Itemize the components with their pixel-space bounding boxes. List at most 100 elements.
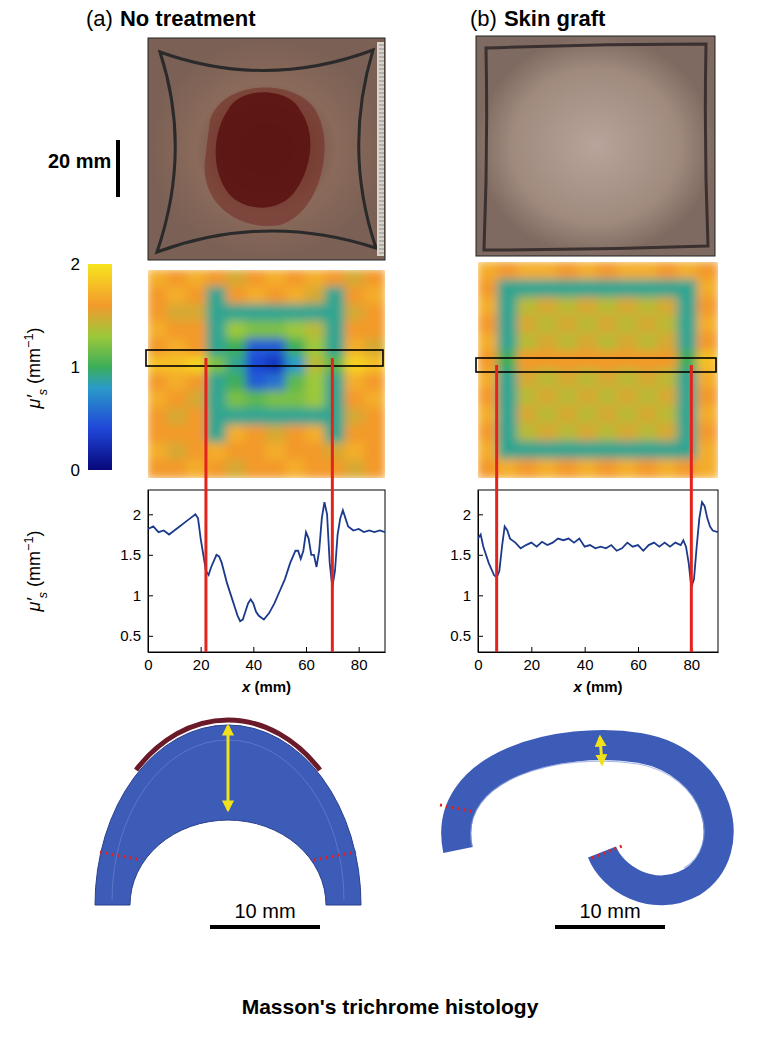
heatmap-cell <box>517 405 539 425</box>
heatmap <box>478 262 718 478</box>
label-unit: (mm <box>24 551 44 592</box>
heatmap-cell <box>226 460 248 478</box>
ruler-tick <box>379 105 384 106</box>
label-unit: (mm <box>24 348 44 389</box>
heatmap-cell <box>657 405 679 425</box>
heatmap-cell <box>305 390 327 409</box>
panel-name: No treatment <box>120 6 256 31</box>
profile-region <box>476 358 716 372</box>
heatmap-cell <box>325 373 347 392</box>
heatmap-cell <box>697 351 718 371</box>
heatmap-cell <box>325 425 347 444</box>
heatmap-cell <box>637 297 659 317</box>
ruler-tick <box>379 117 384 118</box>
y-tick-label: 2 <box>463 506 471 523</box>
heatmap-cell <box>266 286 288 305</box>
heatmap-cell <box>537 297 559 317</box>
ruler-tick <box>379 217 384 218</box>
heatmap-cell <box>617 333 639 353</box>
heatmap-cell <box>364 338 385 357</box>
ruler-tick <box>379 109 384 110</box>
x-marker <box>495 365 498 652</box>
y-tick-label: 1 <box>463 587 471 604</box>
heatmap-cell <box>597 351 619 371</box>
y-tick-mark <box>148 555 153 556</box>
section-boundary <box>592 846 622 858</box>
x-axis: 020406080 <box>144 647 385 673</box>
ruler-tick <box>379 81 384 82</box>
heatmap-cell <box>226 408 248 427</box>
ruler-tick <box>379 149 384 150</box>
heatmap-cell <box>497 459 519 478</box>
section-boundary <box>100 852 142 860</box>
heatmap-cell <box>657 333 679 353</box>
heatmap-cell <box>677 351 699 371</box>
heatmap-cell <box>497 423 519 443</box>
colorbar <box>88 264 112 470</box>
heatmap-cell <box>167 304 189 323</box>
section-boundary <box>440 805 475 812</box>
heatmap-cell <box>266 321 288 340</box>
heatmap-cell <box>637 405 659 425</box>
x-marker <box>331 358 334 652</box>
x-axis-line <box>479 652 719 653</box>
heatmap-cell <box>617 387 639 407</box>
heatmap-cell <box>577 297 599 317</box>
x-tick: 20 <box>523 647 540 673</box>
heatmap-cell <box>637 387 659 407</box>
heatmap-cell <box>677 387 699 407</box>
heatmap-cell <box>597 405 619 425</box>
heatmap-cell <box>497 333 519 353</box>
heatmap-cell <box>148 373 169 392</box>
heatmap-cell <box>325 338 347 357</box>
heatmap-cell <box>537 459 559 478</box>
x-axis-title-unit: (mm) <box>582 678 623 695</box>
x-tick-mark <box>531 647 532 652</box>
heatmap-cell <box>697 333 718 353</box>
y-tick-label: 1.5 <box>450 546 471 563</box>
ruler-tick <box>379 169 384 170</box>
heatmap-cell <box>677 423 699 443</box>
x-tick-label: 60 <box>630 656 647 673</box>
heatmap-cell <box>517 262 539 281</box>
heatmap-cell <box>226 286 248 305</box>
heatmap-cell <box>325 270 347 288</box>
x-marker <box>204 358 207 652</box>
heatmap-cell <box>637 279 659 299</box>
heatmap-cell <box>148 408 169 427</box>
colorbar-tick-label: 2 <box>71 255 80 274</box>
heatmap-cell <box>677 333 699 353</box>
heatmap-cell <box>246 321 268 340</box>
heatmap-cells <box>478 262 718 478</box>
ruler-tick <box>379 133 384 134</box>
tissue-inner <box>471 761 704 868</box>
profile-line <box>478 502 718 587</box>
ruler-tick <box>379 193 384 194</box>
plot-frame <box>478 490 718 652</box>
thickness-arrow <box>600 737 602 764</box>
heatmap-cell <box>637 333 659 353</box>
heatmap-cell <box>577 279 599 299</box>
heatmap-cell <box>206 286 228 305</box>
x-tick-mark <box>638 647 639 652</box>
ruler-tick <box>379 185 384 186</box>
heatmap-cell <box>226 304 248 323</box>
heatmap-cell <box>657 423 679 443</box>
heatmap-cell <box>285 408 307 427</box>
heatmap-cell <box>148 390 169 409</box>
x-tick-label: 60 <box>298 656 315 673</box>
heatmap-cell <box>305 286 327 305</box>
scale-bar <box>555 925 665 929</box>
y-tick: 0.5 <box>450 627 483 644</box>
heatmap-cell <box>537 315 559 335</box>
x-tick-label: 80 <box>351 656 368 673</box>
colorbar-tick: 1 <box>71 358 88 377</box>
heatmap-cell <box>517 441 539 461</box>
label-superscript: −1 <box>22 334 36 348</box>
x-tick-mark <box>253 647 254 652</box>
ruler-tick <box>379 253 384 254</box>
ruler-tick <box>379 245 384 246</box>
heatmap-cell <box>597 262 619 281</box>
ruler-tick <box>379 129 384 130</box>
heatmap-cell <box>167 270 189 288</box>
